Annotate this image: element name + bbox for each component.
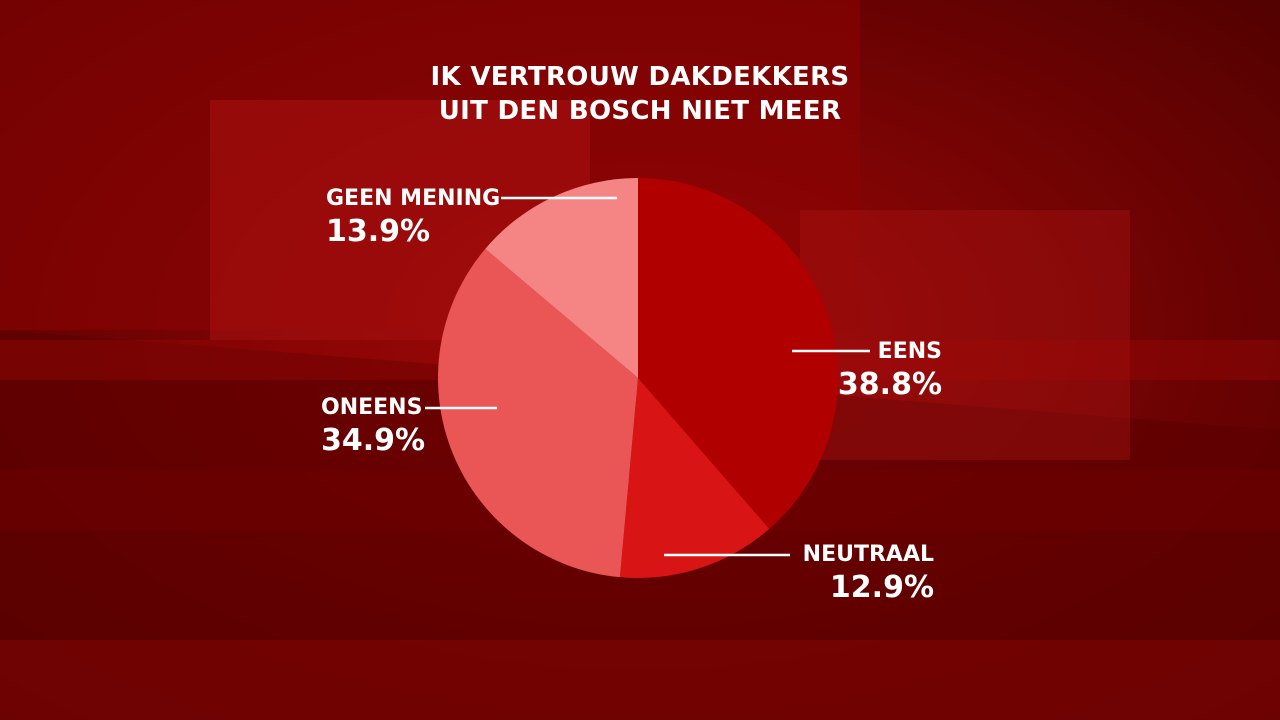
- label-oneens: ONEENS 34.9%: [321, 394, 425, 460]
- pie-slice-geen-mening: [485, 178, 638, 378]
- pie-slice-eens: [638, 178, 839, 529]
- slice-value-label: 34.9%: [321, 423, 426, 458]
- label-geen-mening: GEEN MENING 13.9%: [326, 185, 500, 251]
- chart-title: IK VERTROUW DAKDEKKERS UIT DEN BOSCH NIE…: [0, 60, 1280, 128]
- slice-value-label: 13.9%: [326, 214, 431, 249]
- pie-slice-oneens: [437, 248, 638, 578]
- label-eens: EENS 38.8%: [760, 338, 942, 404]
- pie-slice-neutraal: [619, 378, 770, 579]
- chart-title-line-2: UIT DEN BOSCH NIET MEER: [438, 96, 842, 126]
- slice-value-label: 12.9%: [829, 570, 934, 605]
- slice-label: GEEN MENING: [326, 186, 501, 211]
- slice-value-label: 38.8%: [837, 367, 942, 402]
- chart-title-line-1: IK VERTROUW DAKDEKKERS: [430, 62, 850, 92]
- slice-label: EENS: [877, 339, 942, 364]
- slice-label: NEUTRAAL: [802, 542, 934, 567]
- slice-label: ONEENS: [321, 395, 423, 420]
- label-neutraal: NEUTRAAL 12.9%: [740, 541, 934, 607]
